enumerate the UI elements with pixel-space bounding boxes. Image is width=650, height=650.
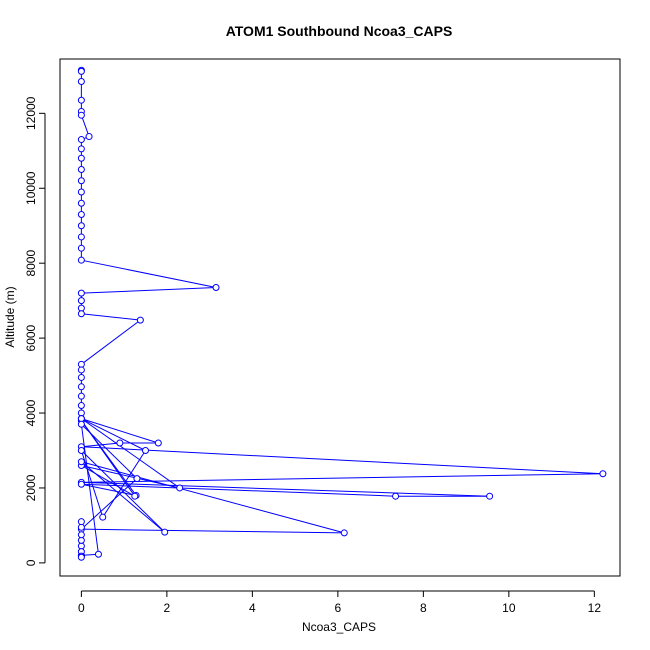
data-point xyxy=(136,316,144,324)
data-point xyxy=(77,310,85,318)
series-segment xyxy=(80,450,104,518)
x-tick-label: 8 xyxy=(420,601,427,615)
data-point xyxy=(77,458,85,466)
data-point xyxy=(77,188,85,196)
data-point xyxy=(99,513,107,521)
data-point xyxy=(77,304,85,312)
data-point xyxy=(77,420,85,428)
data-point xyxy=(77,523,85,531)
data-point xyxy=(599,470,607,478)
series-segment xyxy=(81,465,136,497)
data-point xyxy=(176,484,184,492)
x-axis-label: Ncoa3_CAPS xyxy=(302,620,376,634)
series-segment xyxy=(81,528,345,534)
y-axis-label: Altitude (m) xyxy=(3,286,17,347)
series-segment xyxy=(81,483,396,497)
data-point xyxy=(131,492,139,500)
data-point xyxy=(133,475,141,483)
x-tick-label: 0 xyxy=(78,601,85,615)
data-point xyxy=(486,492,494,500)
series-segment xyxy=(81,446,603,475)
x-tick-label: 6 xyxy=(335,601,342,615)
series-segment xyxy=(81,287,217,294)
y-tick-label: 4000 xyxy=(24,399,38,426)
data-point xyxy=(392,492,400,500)
data-point xyxy=(77,553,85,561)
y-tick-label: 0 xyxy=(24,559,38,566)
x-axis: 0 2 4 6 8 10 12 xyxy=(78,590,602,615)
data-point xyxy=(77,77,85,85)
plot-frame xyxy=(59,58,621,577)
series-segment xyxy=(81,481,490,497)
data-point xyxy=(77,96,85,104)
chart-title: ATOM1 Southbound Ncoa3_CAPS xyxy=(226,23,453,39)
series-segment xyxy=(81,461,345,534)
data-point xyxy=(77,67,85,75)
y-tick-label: 10000 xyxy=(24,171,38,205)
data-point xyxy=(77,536,85,544)
data-point xyxy=(77,297,85,305)
series-segment xyxy=(81,473,603,483)
data-point xyxy=(161,528,169,536)
series-segment xyxy=(81,313,141,321)
series-segment xyxy=(102,450,146,518)
series-segment xyxy=(81,418,146,451)
data-point xyxy=(77,111,85,119)
y-tick-label: 12000 xyxy=(24,96,38,130)
series-segment xyxy=(81,418,180,489)
data-point xyxy=(77,289,85,297)
data-point xyxy=(77,392,85,400)
series-segment xyxy=(81,423,138,479)
series-segment xyxy=(81,418,159,444)
data-point xyxy=(77,366,85,374)
y-tick-label: 2000 xyxy=(24,474,38,501)
data-point xyxy=(141,446,149,454)
series-layer xyxy=(77,66,607,561)
data-point xyxy=(77,166,85,174)
series-segment xyxy=(80,115,90,137)
data-point xyxy=(77,402,85,410)
data-point xyxy=(77,531,85,539)
data-point xyxy=(77,199,85,207)
y-tick-label: 6000 xyxy=(24,324,38,351)
data-point xyxy=(77,542,85,550)
data-point xyxy=(77,415,85,423)
data-point xyxy=(77,210,85,218)
data-point xyxy=(77,373,85,381)
data-point xyxy=(212,284,220,292)
y-axis: 0 2000 4000 6000 8000 10000 12000 xyxy=(24,96,46,566)
y-tick-label: 8000 xyxy=(24,250,38,277)
data-point xyxy=(77,446,85,454)
series-segment xyxy=(81,442,120,448)
x-tick-label: 12 xyxy=(588,601,602,615)
series-segment xyxy=(81,483,137,496)
data-point xyxy=(154,439,162,447)
data-point xyxy=(116,439,124,447)
data-point xyxy=(77,480,85,488)
data-point xyxy=(77,154,85,162)
data-point xyxy=(77,177,85,185)
x-tick-label: 4 xyxy=(249,601,256,615)
data-point xyxy=(77,256,85,264)
data-point xyxy=(77,136,85,144)
x-tick-label: 10 xyxy=(502,601,516,615)
data-point xyxy=(77,145,85,153)
series-segment xyxy=(81,461,166,533)
data-point xyxy=(77,383,85,391)
data-point xyxy=(77,360,85,368)
data-point xyxy=(85,133,93,141)
data-point xyxy=(77,233,85,241)
data-point xyxy=(77,518,85,526)
series-segment xyxy=(81,478,138,530)
data-point xyxy=(77,409,85,417)
data-point xyxy=(77,222,85,230)
x-tick-label: 2 xyxy=(164,601,171,615)
series-segment xyxy=(81,319,141,365)
data-point xyxy=(94,550,102,558)
data-point xyxy=(340,529,348,537)
data-point xyxy=(77,244,85,252)
series-segment xyxy=(81,259,217,289)
